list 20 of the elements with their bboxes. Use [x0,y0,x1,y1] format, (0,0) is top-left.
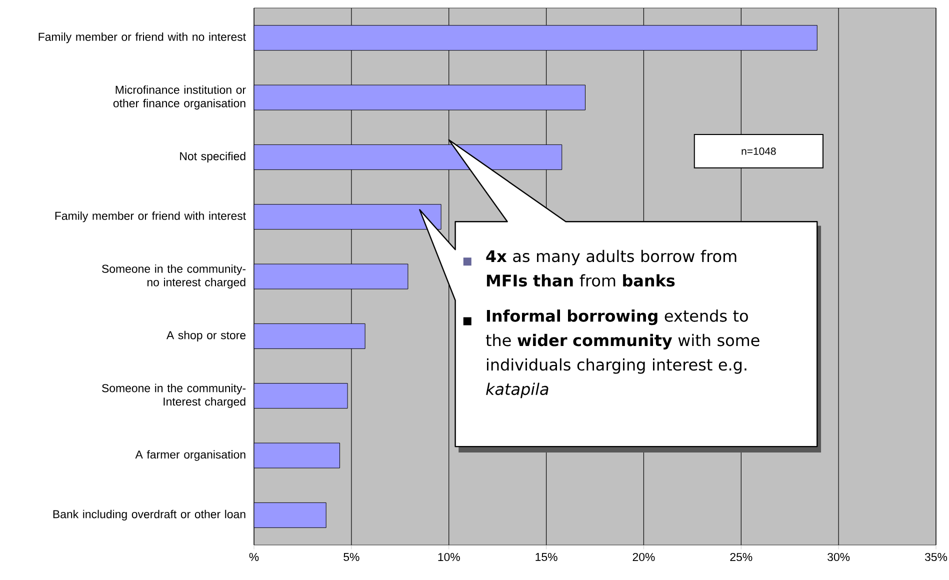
x-tick-label: 5% [344,552,360,562]
x-tick-label: 15% [536,552,558,562]
annotation: n=1048 [742,148,776,155]
x-tick-label: 30% [828,552,850,562]
y-tick-label: Bank including overdraft or other loan [53,510,246,521]
y-tick-label: A farmer organisation [135,450,246,461]
x-tick-label: 20% [632,552,655,562]
y-tick-label: Someone in the community-Interest charged [102,384,246,408]
y-tick-label: Not specified [180,152,246,163]
x-tick-label: 10% [438,552,460,562]
x-tick-label: 35% [924,552,948,562]
y-tick-label: Microfinance institution or other finance organisation [113,85,246,110]
annotation: 4x as many adults borrow from MFIs than from banks [486,250,736,287]
y-tick-label: Family member or friend with no interest [38,32,246,44]
y-tick-label: Someone in the community-no interest charged [102,264,246,289]
y-tick-label: A shop or store [166,330,246,342]
x-tick-label: 25% [730,552,752,562]
y-tick-label: Family member or friend with interest [55,212,246,222]
x-tick-label: % [249,552,259,561]
text: Informal borrowing extends to the wider community with some individuals charging interest e.g. katapila [486,310,760,398]
